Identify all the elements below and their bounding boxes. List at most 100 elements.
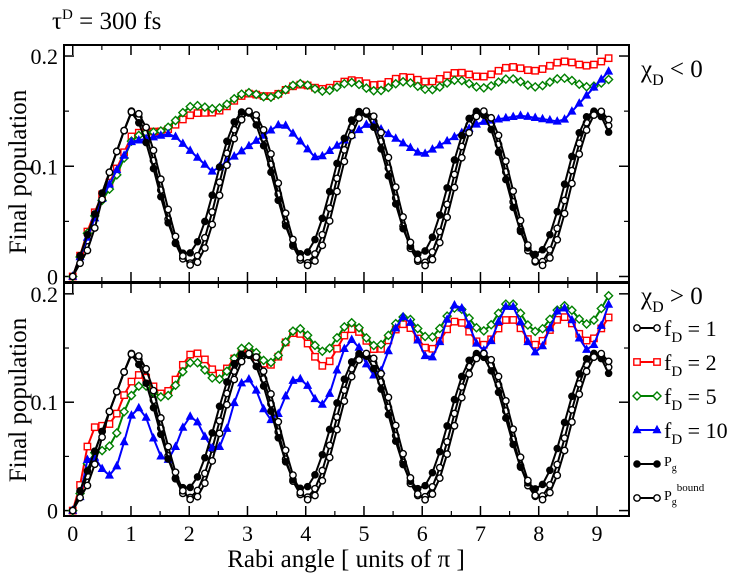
data-point xyxy=(90,460,99,469)
data-point xyxy=(82,454,92,463)
data-point xyxy=(545,61,554,70)
data-point xyxy=(421,247,429,255)
data-point xyxy=(487,70,496,79)
data-point xyxy=(575,60,584,69)
data-point xyxy=(164,205,173,214)
data-point xyxy=(287,326,298,337)
data-point xyxy=(421,495,429,504)
data-point xyxy=(604,66,614,75)
data-point xyxy=(193,109,202,118)
data-point xyxy=(391,322,401,332)
data-point xyxy=(318,361,327,370)
data-point xyxy=(450,421,459,430)
data-point xyxy=(465,114,473,123)
data-point xyxy=(552,306,562,315)
data-point xyxy=(515,316,526,326)
legend-label: fD = 2 xyxy=(664,350,717,380)
data-point xyxy=(303,261,312,270)
data-point xyxy=(545,322,555,332)
data-point xyxy=(303,482,312,491)
data-point xyxy=(310,393,320,403)
data-point xyxy=(531,340,540,349)
data-point xyxy=(464,319,474,329)
data-point xyxy=(97,463,107,473)
data-point xyxy=(303,380,313,389)
data-point xyxy=(192,357,203,368)
data-point xyxy=(390,78,401,89)
data-point xyxy=(200,159,210,168)
data-point xyxy=(267,407,275,415)
data-point xyxy=(98,433,107,442)
data-point xyxy=(368,340,379,351)
data-point xyxy=(443,184,451,192)
data-point xyxy=(127,377,136,386)
data-point xyxy=(574,79,585,90)
data-point xyxy=(281,446,290,455)
top-y-axis-label: Final population xyxy=(5,89,32,254)
data-point xyxy=(457,68,466,77)
data-point xyxy=(597,107,606,116)
data-point xyxy=(406,238,415,247)
data-point xyxy=(442,314,452,323)
data-point xyxy=(200,244,209,252)
data-point xyxy=(281,120,291,129)
data-point xyxy=(281,390,291,400)
data-point xyxy=(164,442,173,451)
data-point xyxy=(537,80,548,91)
data-point xyxy=(575,150,584,159)
data-point xyxy=(340,134,349,143)
data-point xyxy=(214,374,225,385)
data-point xyxy=(311,257,319,265)
data-point xyxy=(347,131,356,140)
data-point xyxy=(230,134,239,143)
data-point xyxy=(633,358,641,366)
data-point xyxy=(435,447,444,456)
data-point xyxy=(244,140,254,150)
data-point xyxy=(333,159,341,168)
data-point xyxy=(464,78,475,89)
data-point xyxy=(377,145,385,153)
data-point xyxy=(340,331,349,340)
data-point xyxy=(258,355,269,366)
data-point xyxy=(398,137,408,147)
data-point xyxy=(104,441,115,452)
data-point xyxy=(332,365,342,374)
series-line xyxy=(71,352,610,511)
data-point xyxy=(384,393,393,402)
data-point xyxy=(193,492,202,501)
data-point xyxy=(149,164,158,173)
data-point xyxy=(596,303,607,314)
data-point xyxy=(126,410,136,419)
data-point xyxy=(501,396,510,405)
data-point xyxy=(568,179,576,188)
data-point xyxy=(465,128,474,137)
data-point xyxy=(142,138,150,147)
data-point xyxy=(354,124,364,134)
x-tick-label: 6 xyxy=(417,521,428,546)
data-point xyxy=(185,357,196,368)
data-point xyxy=(412,81,423,92)
data-point xyxy=(574,98,584,107)
data-point xyxy=(582,90,592,99)
data-point xyxy=(546,230,554,239)
data-point xyxy=(471,119,482,128)
y-tick-label: 0.1 xyxy=(31,390,59,415)
data-point xyxy=(450,156,459,164)
data-point xyxy=(369,354,378,363)
data-point xyxy=(317,399,327,408)
data-point xyxy=(98,195,107,204)
data-point xyxy=(428,255,437,264)
data-point xyxy=(311,491,319,500)
data-point xyxy=(479,107,488,116)
data-point xyxy=(200,431,210,440)
data-point xyxy=(405,77,416,88)
data-point xyxy=(230,375,239,384)
data-point xyxy=(383,128,393,138)
data-point xyxy=(148,131,159,141)
data-point xyxy=(502,414,510,422)
data-point xyxy=(229,93,240,104)
data-point xyxy=(266,125,276,134)
data-point xyxy=(347,372,356,381)
series-f-d-5 xyxy=(67,290,614,516)
data-point xyxy=(582,355,591,363)
